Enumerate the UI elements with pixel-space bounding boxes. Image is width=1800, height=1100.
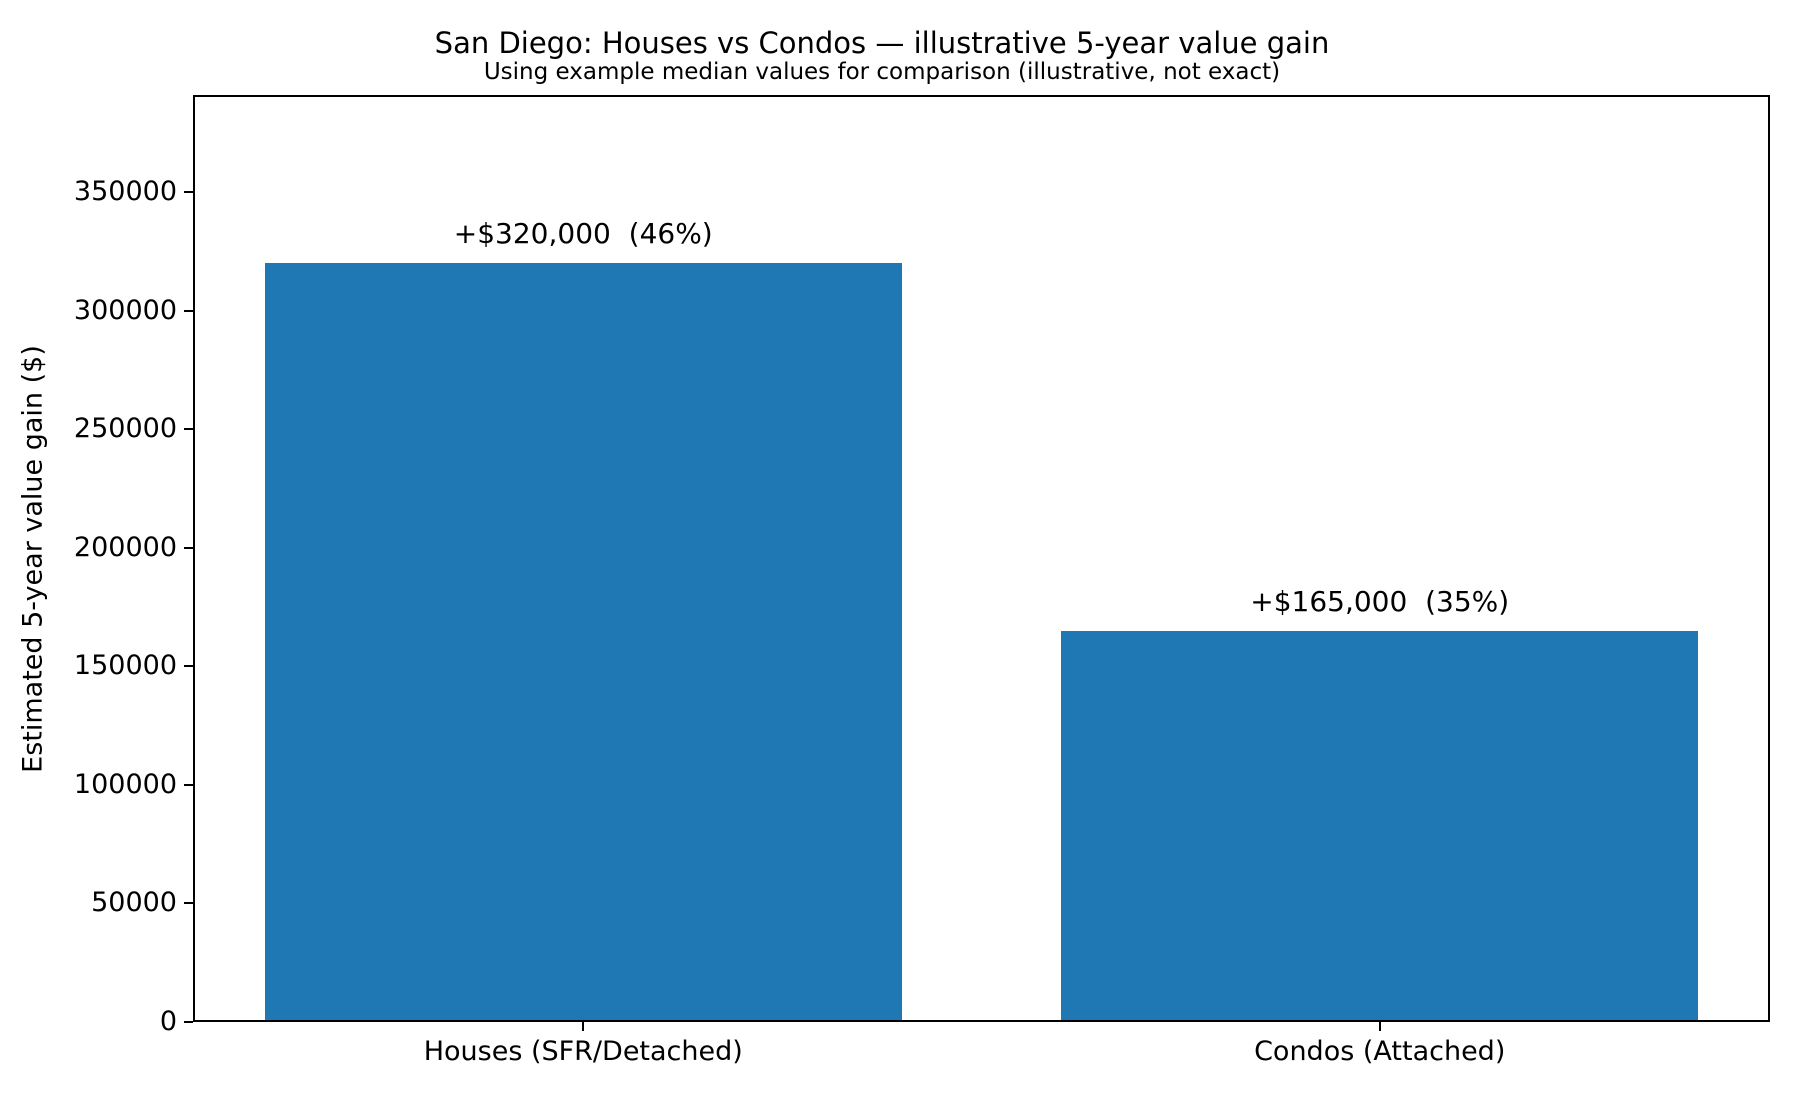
y-tick-mark <box>184 546 193 549</box>
y-tick-mark <box>184 783 193 786</box>
y-tick-label: 250000 <box>73 413 177 445</box>
y-tick-label: 350000 <box>73 176 177 208</box>
y-tick-mark <box>184 1021 193 1023</box>
x-tick-mark <box>582 1022 585 1031</box>
chart-subtitle: Using example median values for comparis… <box>483 59 1281 85</box>
plot-area: +$320,000 (46%) +$165,000 (35%) 0 50000 100… <box>74 95 1770 1067</box>
y-tick-mark <box>184 902 193 905</box>
y-tick-mark <box>184 428 193 431</box>
y-tick-mark <box>184 309 193 312</box>
y-tick-label: 300000 <box>73 294 177 326</box>
x-tick-label: Houses (SFR/Detached) <box>423 1036 743 1067</box>
axis-spine-bottom <box>193 1020 1770 1022</box>
bar-value-label-1: +$320,000 (46%) <box>453 217 713 251</box>
axis-spine-right <box>1768 95 1770 1022</box>
axis-spine-top <box>193 95 1770 97</box>
y-tick-label: 150000 <box>73 650 177 682</box>
bar-2 <box>1061 630 1699 1022</box>
y-tick-mark <box>184 191 193 194</box>
x-tick-label: Condos (Attached) <box>1254 1036 1506 1067</box>
bar-1 <box>264 263 902 1022</box>
axis-spine-left <box>193 95 195 1022</box>
x-tick-mark <box>1378 1022 1381 1031</box>
y-tick-label: 50000 <box>91 887 177 919</box>
y-tick-label: 0 <box>159 1006 177 1037</box>
y-tick-label: 200000 <box>73 531 177 563</box>
bar-value-label-2: +$165,000 (35%) <box>1250 584 1510 618</box>
chart-title: San Diego: Houses vs Condos — illustrati… <box>434 26 1330 60</box>
y-tick-mark <box>184 665 193 668</box>
y-tick-label: 100000 <box>73 768 177 800</box>
